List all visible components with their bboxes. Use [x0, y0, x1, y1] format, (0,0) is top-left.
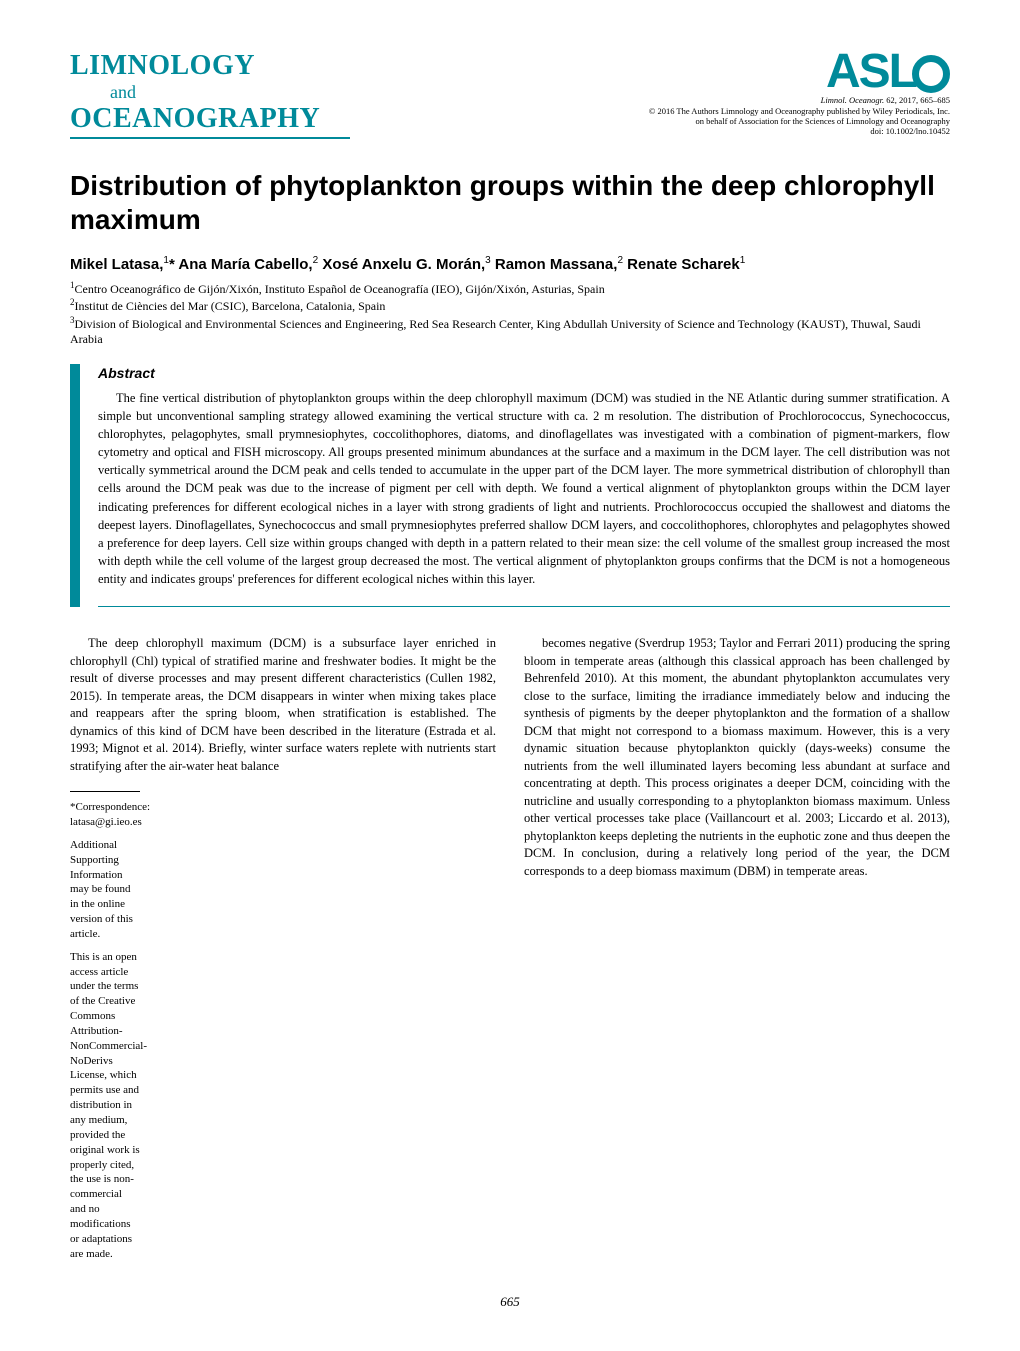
- journal-name-line1: LIMNOLOGY: [70, 50, 350, 82]
- journal-title-underline: [70, 137, 350, 139]
- affiliation-3: 3Division of Biological and Environmenta…: [70, 315, 950, 348]
- abstract-accent-bar: [70, 364, 80, 607]
- copyright-line: © 2016 The Authors Limnology and Oceanog…: [649, 106, 950, 116]
- body-paragraph-2: becomes negative (Sverdrup 1953; Taylor …: [524, 635, 950, 880]
- citation-volume-pages: 62, 2017, 665–685: [884, 95, 950, 105]
- journal-name-line2: and: [110, 82, 350, 103]
- aslo-logo-text: ASL: [826, 45, 916, 98]
- body-paragraph-1: The deep chlorophyll maximum (DCM) is a …: [70, 635, 496, 775]
- onbehalf-line: on behalf of Association for the Science…: [649, 116, 950, 126]
- affiliation-2: 2Institut de Ciències del Mar (CSIC), Ba…: [70, 297, 950, 315]
- body-column-left: The deep chlorophyll maximum (DCM) is a …: [70, 635, 496, 1269]
- author-list: Mikel Latasa,1* Ana María Cabello,2 Xosé…: [70, 254, 950, 275]
- body-text: The deep chlorophyll maximum (DCM) is a …: [70, 635, 950, 1269]
- page-number: 665: [70, 1293, 950, 1311]
- body-column-right: becomes negative (Sverdrup 1953; Taylor …: [524, 635, 950, 1269]
- journal-name-line3: OCEANOGRAPHY: [70, 103, 350, 135]
- journal-title-block: LIMNOLOGY and OCEANOGRAPHY: [70, 50, 350, 139]
- citation-line: Limnol. Oceanogr. 62, 2017, 665–685: [649, 95, 950, 105]
- aslo-logo: ASL: [649, 50, 950, 93]
- abstract-section: Abstract The fine vertical distribution …: [70, 364, 950, 607]
- article-title: Distribution of phytoplankton groups wit…: [70, 169, 950, 236]
- aslo-logo-circle-icon: [912, 55, 950, 93]
- doi-line: doi: 10.1002/lno.10452: [649, 126, 950, 136]
- abstract-bottom-rule: [98, 606, 950, 607]
- supporting-info-footnote: Additional Supporting Information may be…: [70, 838, 140, 942]
- publisher-block: ASL Limnol. Oceanogr. 62, 2017, 665–685 …: [649, 50, 950, 136]
- abstract-heading: Abstract: [98, 364, 950, 383]
- footnote-section: *Correspondence: latasa@gi.ieo.es Additi…: [70, 791, 140, 1261]
- affiliation-1: 1Centro Oceanográfico de Gijón/Xixón, In…: [70, 280, 950, 298]
- abstract-text: The fine vertical distribution of phytop…: [98, 389, 950, 588]
- citation-journal: Limnol. Oceanogr.: [821, 95, 885, 105]
- license-footnote: This is an open access article under the…: [70, 950, 140, 1262]
- correspondence-footnote: *Correspondence: latasa@gi.ieo.es: [70, 800, 140, 830]
- affiliation-list: 1Centro Oceanográfico de Gijón/Xixón, In…: [70, 280, 950, 348]
- page-header: LIMNOLOGY and OCEANOGRAPHY ASL Limnol. O…: [70, 50, 950, 139]
- abstract-content: Abstract The fine vertical distribution …: [98, 364, 950, 607]
